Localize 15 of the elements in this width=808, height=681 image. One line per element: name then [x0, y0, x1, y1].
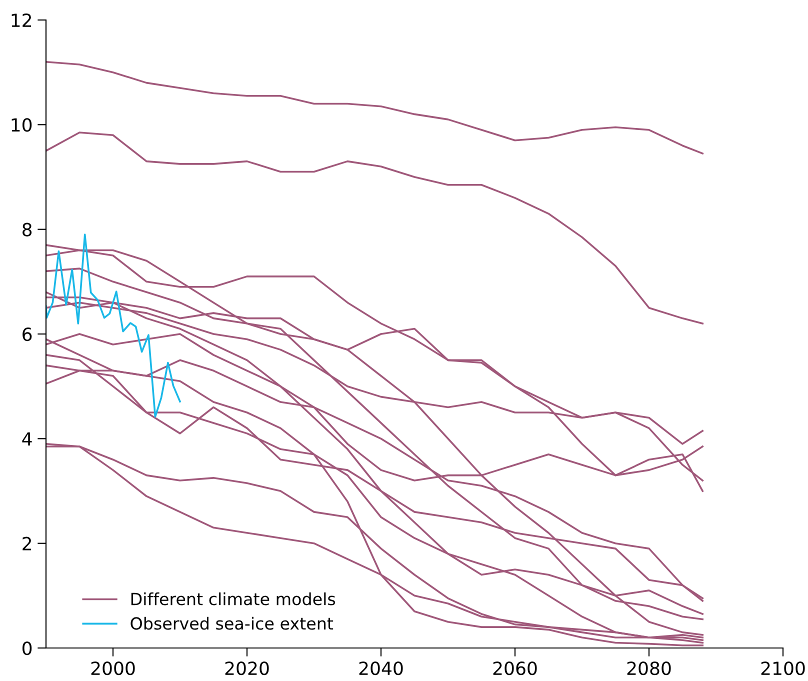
x-tick-label: 2100 [761, 662, 805, 676]
legend-label: Different climate models [131, 592, 336, 606]
y-tick-label: 4 [22, 432, 32, 446]
y-tick-label: 0 [22, 641, 32, 656]
x-tick-label: 2040 [359, 662, 403, 676]
y-tick-label: 12 [12, 13, 31, 27]
x-tick-label: 2000 [91, 662, 135, 676]
y-tick-label: 10 [12, 118, 32, 132]
legend-label: Observed sea-ice extent [130, 616, 334, 630]
x-tick-label: 2080 [627, 662, 671, 676]
y-tick-label: 8 [22, 222, 32, 236]
y-tick-label: 2 [22, 536, 31, 550]
x-tick-label: 2060 [493, 662, 537, 676]
x-tick-label: 2020 [225, 662, 269, 676]
y-tick-label: 6 [22, 327, 32, 342]
